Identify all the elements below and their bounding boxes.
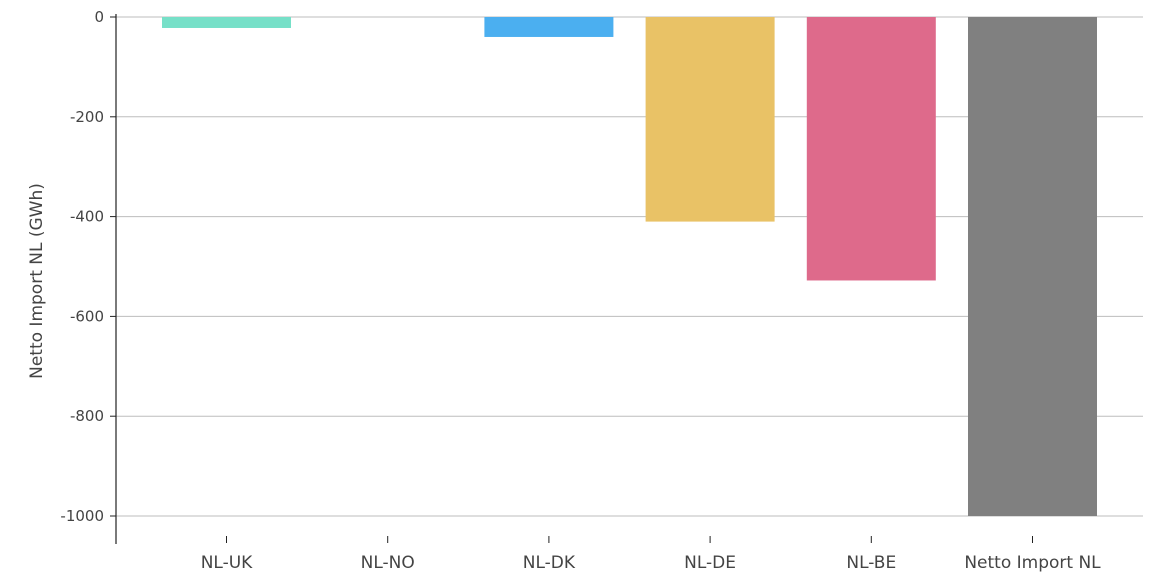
x-axis-ticks: NL-UK NL-NO NL-DK NL-DE NL-BE Netto Import NL bbox=[201, 536, 1101, 573]
x-tick-label: NL-NO bbox=[361, 553, 415, 573]
y-tick-label: -800 bbox=[70, 407, 104, 425]
y-tick-label: 0 bbox=[94, 8, 104, 26]
x-tick-label: NL-BE bbox=[846, 553, 896, 573]
bar-nl-uk bbox=[162, 17, 291, 28]
x-tick-label: Netto Import NL bbox=[964, 553, 1101, 573]
y-tick-label: -400 bbox=[70, 208, 104, 226]
y-tick-label: -1000 bbox=[60, 507, 104, 525]
bar-netto-import-nl bbox=[968, 17, 1097, 516]
x-tick-label: NL-DE bbox=[684, 553, 736, 573]
y-axis-ticks: 0 -200 -400 -600 -800 -1000 bbox=[60, 8, 116, 525]
y-tick-label: -200 bbox=[70, 108, 104, 126]
bars bbox=[162, 17, 1097, 516]
y-tick-label: -600 bbox=[70, 307, 104, 325]
bar-nl-dk bbox=[484, 17, 614, 37]
x-tick-label: NL-DK bbox=[523, 553, 576, 573]
y-axis-title: Netto Import NL (GWh) bbox=[27, 183, 47, 379]
bar-nl-de bbox=[645, 17, 775, 222]
bar-nl-be bbox=[806, 17, 936, 281]
x-tick-label: NL-UK bbox=[201, 553, 253, 573]
